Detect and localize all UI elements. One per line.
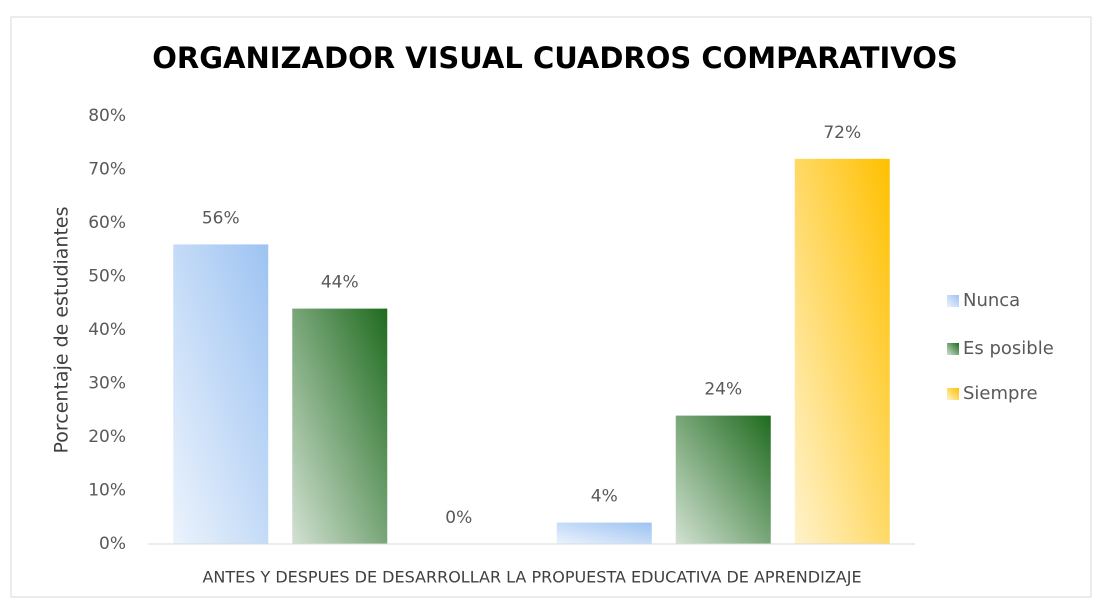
chart-title: ORGANIZADOR VISUAL CUADROS COMPARATIVOS	[152, 41, 958, 75]
x-axis-label: ANTES Y DESPUES DE DESARROLLAR LA PROPUE…	[202, 568, 861, 587]
bar	[292, 308, 388, 544]
y-tick-label: 10%	[88, 481, 126, 501]
data-label: 56%	[202, 208, 240, 228]
bar	[675, 415, 771, 544]
bar	[794, 158, 890, 545]
data-label: 4%	[591, 487, 618, 507]
bar	[173, 244, 269, 544]
y-tick-label: 70%	[88, 160, 126, 180]
legend-swatch	[947, 343, 959, 355]
legend-label: Es posible	[963, 338, 1054, 359]
y-tick-label: 20%	[88, 427, 126, 447]
legend-label: Siempre	[963, 383, 1038, 404]
y-tick-label: 40%	[88, 320, 126, 340]
data-label: 24%	[704, 380, 742, 400]
data-label: 0%	[445, 508, 472, 528]
y-axis-label: Porcentaje de estudiantes	[51, 206, 73, 453]
data-label: 44%	[321, 273, 359, 293]
legend-swatch	[947, 295, 959, 307]
y-tick-label: 30%	[88, 374, 126, 394]
y-tick-label: 0%	[99, 534, 126, 554]
legend-label: Nunca	[963, 290, 1020, 311]
y-tick-label: 80%	[88, 106, 126, 126]
chart-border	[10, 16, 1092, 598]
y-tick-label: 60%	[88, 213, 126, 233]
y-tick-label: 50%	[88, 267, 126, 287]
legend-swatch	[947, 388, 959, 400]
data-label: 72%	[823, 123, 861, 143]
bar	[556, 522, 652, 544]
